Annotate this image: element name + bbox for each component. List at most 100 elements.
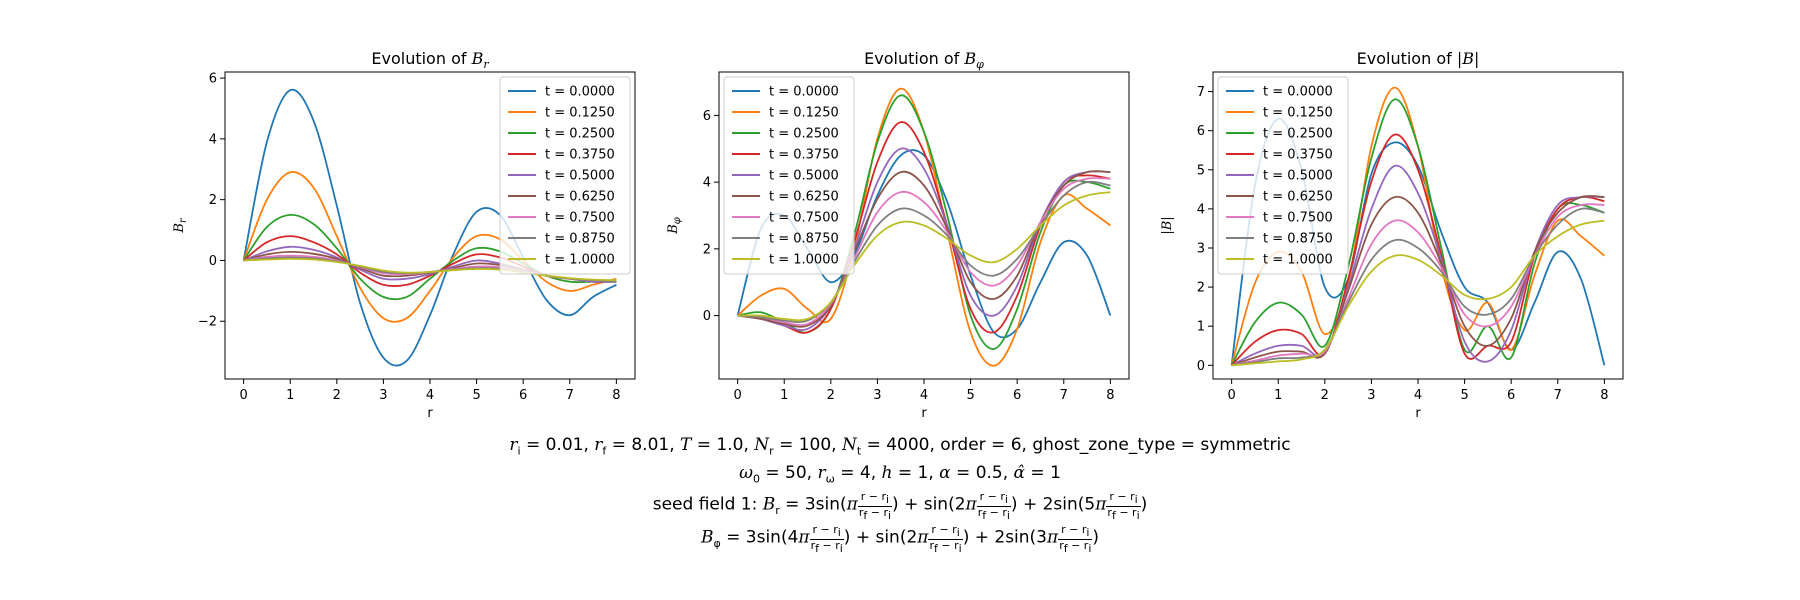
series-line-2 [242,171,617,323]
legend-item: t = 0.0000 [508,85,615,100]
caption-line-3: seed field 1: Br = 3sin(π r − ri rf − ri) … [652,490,1148,522]
legend-item: t = 0.8750 [508,232,615,247]
series-line-9 [737,191,1111,322]
x-tick-label: 2 [827,388,835,403]
legend-label: t = 0.5000 [1263,169,1333,184]
legend-label: t = 1.0000 [545,253,615,268]
legend-item: t = 0.5000 [1226,169,1333,184]
legend-label: t = 0.3750 [1263,148,1333,163]
x-tick-label: 3 [1367,388,1375,403]
x-tick-label: 5 [472,388,480,403]
y-tick-label: 6 [1197,124,1205,139]
y-tick-label: 4 [703,176,711,191]
x-tick-label: 6 [519,388,527,403]
x-tick-label: 6 [1507,388,1515,403]
legend: t = 0.0000 t = 0.1250 t = 0.2500 t = 0.3750… [723,76,855,275]
x-axis-label: r [921,406,927,421]
legend-item: t = 0.6250 [732,190,839,205]
legend-label: t = 0.1250 [545,106,615,121]
y-tick-label: 6 [703,109,711,124]
legend-item: t = 0.7500 [508,211,615,226]
legend-label: t = 0.7500 [769,211,839,226]
legend-item: t = 0.6250 [508,190,615,205]
legend-item: t = 0.8750 [1226,232,1333,247]
legend-label: t = 0.6250 [1263,190,1333,205]
x-tick-label: 5 [1460,388,1468,403]
legend-label: t = 1.0000 [769,253,839,268]
x-tick-label: 1 [286,388,294,403]
series-line-6 [1231,195,1605,367]
legend-label: t = 0.6250 [545,190,615,205]
legend-item: t = 0.1250 [1226,106,1333,121]
legend-box [1217,76,1349,275]
x-tick-label: 6 [1013,388,1021,403]
series-line-8 [737,180,1111,324]
subplot-title: Evolution of |B| [1357,49,1480,68]
legend: t = 0.0000 t = 0.1250 t = 0.2500 t = 0.3750… [499,76,631,275]
y-tick-label: 0 [703,309,711,324]
y-tick-label: 2 [209,193,217,208]
legend-item: t = 0.2500 [508,127,615,142]
y-tick-label: 0 [1197,359,1205,374]
x-tick-label: 1 [1274,388,1282,403]
legend-item: t = 1.0000 [1226,253,1333,268]
legend-label: t = 0.3750 [769,148,839,163]
legend-item: t = 0.5000 [508,169,615,184]
legend-label: t = 0.5000 [545,169,615,184]
y-tick-label: 2 [1197,281,1205,296]
subplot-1: 0 1 2 3 4 5 6 7 8 −2 0 2 4 6 Evolution of Br r Br t = 0.0… [172,49,636,421]
legend-label: t = 0.7500 [1263,211,1333,226]
x-tick-label: 4 [920,388,928,403]
x-tick-label: 4 [1414,388,1422,403]
legend-label: t = 0.0000 [1263,85,1333,100]
legend-item: t = 0.3750 [732,148,839,163]
plot-area [736,87,1112,367]
legend-label: t = 0.7500 [545,211,615,226]
x-axis-label: r [427,406,433,421]
legend-item: t = 0.2500 [1226,127,1333,142]
subplot-title: Evolution of Bφ [864,49,984,71]
caption-line-4: Bφ = 3sin(4π r − ri rf − ri) + sin(2π r − r… [700,523,1100,555]
legend-item: t = 0.6250 [1226,190,1333,205]
y-tick-label: 0 [209,254,217,269]
plot-area [242,88,617,367]
legend-label: t = 0.0000 [769,85,839,100]
legend-label: t = 0.8750 [545,232,615,247]
y-axis-label: Bφ [666,217,683,235]
x-tick-label: 8 [612,388,620,403]
legend-label: t = 0.1250 [1263,106,1333,121]
y-axis-label: Br [172,217,189,234]
y-tick-label: 4 [1197,202,1205,217]
x-tick-label: 1 [780,388,788,403]
legend-item: t = 0.7500 [732,211,839,226]
y-tick-label: 4 [209,132,217,147]
x-tick-label: 4 [426,388,434,403]
legend-box [723,76,855,275]
x-tick-label: 3 [873,388,881,403]
legend-item: t = 0.5000 [732,169,839,184]
subplot-title: Evolution of Br [371,49,489,71]
series-line-7 [737,177,1111,327]
caption-line-1: ri = 0.01, rf = 8.01, T = 1.0, Nr = 100,… [509,435,1291,458]
x-tick-label: 7 [1060,388,1068,403]
x-tick-label: 8 [1600,388,1608,403]
x-tick-label: 5 [966,388,974,403]
series-line-3 [1230,98,1605,366]
legend: t = 0.0000 t = 0.1250 t = 0.2500 t = 0.3750… [1217,76,1349,275]
y-axis-label: |B| [1160,216,1175,234]
legend-item: t = 1.0000 [508,253,615,268]
series-line-9 [243,258,617,282]
legend-item: t = 0.8750 [732,232,839,247]
series-line-7 [1231,203,1605,367]
series-line-9 [1231,219,1605,367]
legend-label: t = 0.3750 [545,148,615,163]
x-tick-label: 8 [1106,388,1114,403]
legend-label: t = 0.8750 [769,232,839,247]
legend-label: t = 0.2500 [1263,127,1333,142]
legend-label: t = 0.6250 [769,190,839,205]
series-line-1 [242,88,617,367]
y-tick-label: 7 [1197,85,1205,100]
caption-line-2: ω0 = 50, rω = 4, h = 1, α = 0.5, α̂ = 1 [739,463,1061,486]
x-tick-label: 0 [239,388,247,403]
